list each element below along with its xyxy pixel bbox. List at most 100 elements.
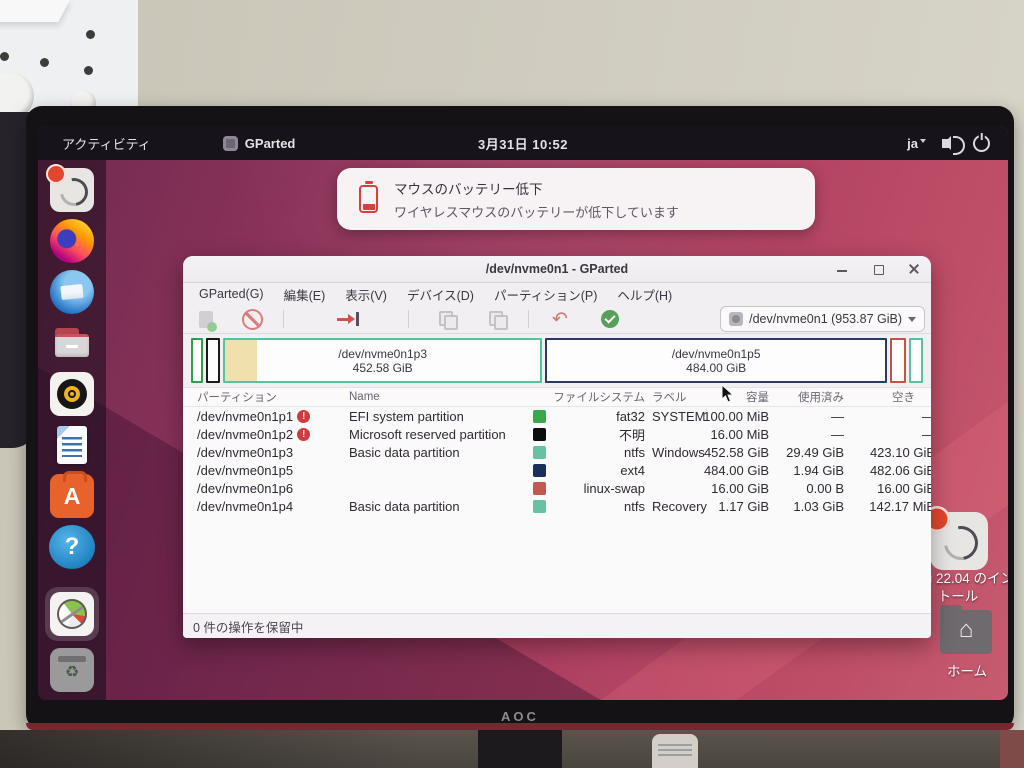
power-icon[interactable] <box>973 134 990 152</box>
size-value: 484.00 GiB <box>703 462 769 478</box>
partition-segment-p1[interactable] <box>191 338 203 383</box>
monitor-red-trim <box>26 723 1014 730</box>
partition-segment-p4[interactable] <box>909 338 923 383</box>
gparted-dock-item-active[interactable] <box>45 587 99 641</box>
free-value: 423.10 GiB <box>869 444 931 460</box>
table-row[interactable]: /dev/nvme0n1p3 Basic data partition ntfs… <box>183 443 931 461</box>
rhythmbox-icon[interactable] <box>50 372 94 416</box>
close-button[interactable] <box>907 262 921 276</box>
pegboard-wall <box>0 0 138 120</box>
pending-operations: 0 件の操作を保留中 <box>193 620 304 635</box>
partition-name: EFI system partition <box>349 408 464 424</box>
partition-segment-p6[interactable] <box>890 338 906 383</box>
new-partition-icon <box>199 310 217 332</box>
maximize-button[interactable] <box>871 262 885 276</box>
header-used[interactable]: 使用済み <box>798 392 844 404</box>
toolbar-separator <box>283 310 284 328</box>
fs-type: ntfs <box>624 444 645 460</box>
delete-partition-button[interactable] <box>237 308 267 330</box>
window-title: /dev/nvme0n1 - GParted <box>485 262 629 276</box>
input-method-indicator[interactable]: ja <box>907 136 926 151</box>
menu-help[interactable]: ヘルプ(H) <box>617 288 673 303</box>
device-selector[interactable]: /dev/nvme0n1 (953.87 GiB) <box>720 306 925 332</box>
apply-button[interactable] <box>595 308 625 330</box>
trash-icon[interactable] <box>50 648 94 692</box>
clock-button[interactable]: 3月31日 10:52 <box>477 136 569 152</box>
partition-graphic: /dev/nvme0n1p3 452.58 GiB /dev/nvme0n1p5… <box>183 334 931 388</box>
notification-title: マウスのバッテリー低下 <box>394 181 543 197</box>
partition-name: Basic data partition <box>349 498 460 514</box>
thunderbird-icon[interactable] <box>50 270 94 314</box>
table-row[interactable]: /dev/nvme0n1p6 linux-swap 16.00 GiB 0.00… <box>183 479 931 497</box>
minimize-button[interactable] <box>835 262 849 276</box>
input-method-label: ja <box>907 135 918 151</box>
partition-path: /dev/nvme0n1p1 <box>197 408 294 424</box>
partition-path: /dev/nvme0n1p4 <box>197 498 294 514</box>
battery-notification[interactable]: マウスのバッテリー低下 ワイヤレスマウスのバッテリーが低下しています <box>337 168 815 230</box>
used-value: — <box>831 427 844 442</box>
header-partition[interactable]: パーティション <box>197 392 277 404</box>
home-folder-icon[interactable] <box>940 605 992 654</box>
table-row[interactable]: /dev/nvme0n1p2! Microsoft reserved parti… <box>183 425 931 443</box>
peg-hole <box>86 30 95 39</box>
partition-segment-p3[interactable]: /dev/nvme0n1p3 452.58 GiB <box>223 338 543 383</box>
installer-dock-icon[interactable] <box>46 164 94 212</box>
partition-path: /dev/nvme0n1p5 <box>197 462 294 478</box>
fs-type: 不明 <box>618 428 645 443</box>
status-bar: 0 件の操作を保留中 <box>183 613 931 638</box>
help-icon[interactable] <box>49 525 95 569</box>
device-selector-value: /dev/nvme0n1 (953.87 GiB) <box>749 312 902 326</box>
fs-label: Recovery <box>652 498 707 514</box>
header-size[interactable]: 容量 <box>746 392 769 404</box>
table-row[interactable]: /dev/nvme0n1p5 ext4 484.00 GiB 1.94 GiB … <box>183 461 931 479</box>
home-folder-label: ホーム <box>946 664 988 679</box>
app-grid-icon[interactable] <box>52 699 92 700</box>
resize-move-icon <box>337 311 359 327</box>
copy-button[interactable] <box>433 308 463 330</box>
ubuntu-dock <box>38 160 106 700</box>
menu-edit[interactable]: 編集(E) <box>283 288 326 303</box>
menu-device[interactable]: デバイス(D) <box>406 288 474 303</box>
menu-view[interactable]: 表示(V) <box>345 288 387 303</box>
partition-segment-p5[interactable]: /dev/nvme0n1p5 484.00 GiB <box>545 338 887 383</box>
used-value: 1.94 GiB <box>793 462 844 478</box>
table-row[interactable]: /dev/nvme0n1p1! EFI system partition fat… <box>183 407 931 425</box>
libreoffice-writer-icon[interactable] <box>50 423 94 467</box>
ubuntu-desktop: Ubuntu 22.04 のインストール ホーム /dev/nvme0n1 - … <box>38 126 1008 700</box>
resize-move-button[interactable] <box>333 308 363 330</box>
firefox-icon[interactable] <box>50 219 94 263</box>
undo-button[interactable]: ↶ <box>545 308 575 330</box>
partition-path: /dev/nvme0n1p6 <box>197 480 294 496</box>
ubuntu-software-icon[interactable] <box>50 471 94 518</box>
header-free[interactable]: 空き <box>892 392 915 404</box>
free-value: — <box>844 409 931 424</box>
segment-name: /dev/nvme0n1p5 <box>671 346 761 361</box>
new-partition-button[interactable] <box>191 308 221 332</box>
header-name[interactable]: Name <box>349 391 380 403</box>
installer-desktop-icon[interactable] <box>924 506 988 570</box>
header-label[interactable]: ラベル <box>652 392 687 404</box>
peg-hole <box>84 66 93 75</box>
files-icon[interactable] <box>50 321 94 365</box>
copy-icon <box>439 311 458 330</box>
menu-gparted[interactable]: GParted(G) <box>199 287 264 301</box>
menu-partition[interactable]: パーティション(P) <box>493 288 598 303</box>
delete-icon <box>241 308 263 330</box>
low-battery-icon <box>359 185 378 213</box>
partition-segment-p2[interactable] <box>206 338 220 383</box>
activities-button[interactable]: アクティビティ <box>62 136 151 152</box>
mouse-cursor <box>721 384 735 403</box>
header-filesystem[interactable]: ファイルシステム <box>553 392 645 404</box>
warning-icon: ! <box>297 428 311 441</box>
aoc-monitor: Ubuntu 22.04 のインストール ホーム /dev/nvme0n1 - … <box>26 106 1014 730</box>
paste-button[interactable] <box>483 308 513 330</box>
focused-app-name: GParted <box>244 135 296 151</box>
table-row[interactable]: /dev/nvme0n1p4 Basic data partition ntfs… <box>183 497 931 515</box>
focused-app-menu[interactable]: GParted <box>222 135 296 151</box>
notification-body: ワイヤレスマウスのバッテリーが低下しています <box>394 204 679 220</box>
window-titlebar[interactable]: /dev/nvme0n1 - GParted <box>183 256 931 283</box>
fs-type: ntfs <box>624 498 645 514</box>
volume-icon[interactable] <box>942 135 965 155</box>
gnome-top-bar: アクティビティ GParted 3月31日 10:52 ja <box>38 126 1008 160</box>
